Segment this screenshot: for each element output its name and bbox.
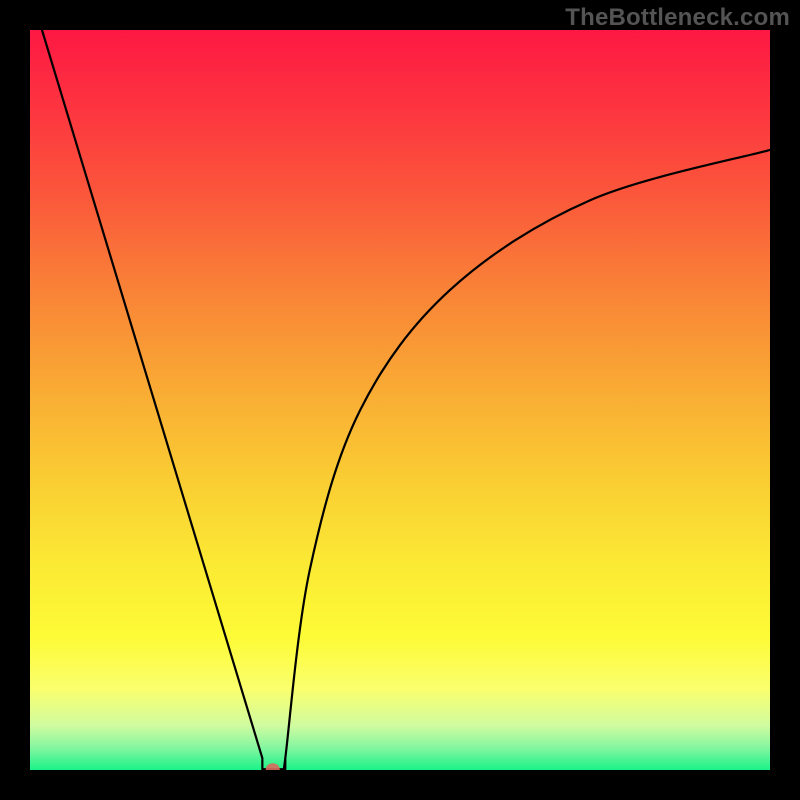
frame-bottom [0, 770, 800, 800]
plot-area [30, 30, 770, 770]
bottleneck-chart: TheBottleneck.com [0, 0, 800, 800]
watermark: TheBottleneck.com [565, 4, 790, 32]
frame-left [0, 0, 30, 800]
frame-right [770, 0, 800, 800]
chart-svg [0, 0, 800, 800]
